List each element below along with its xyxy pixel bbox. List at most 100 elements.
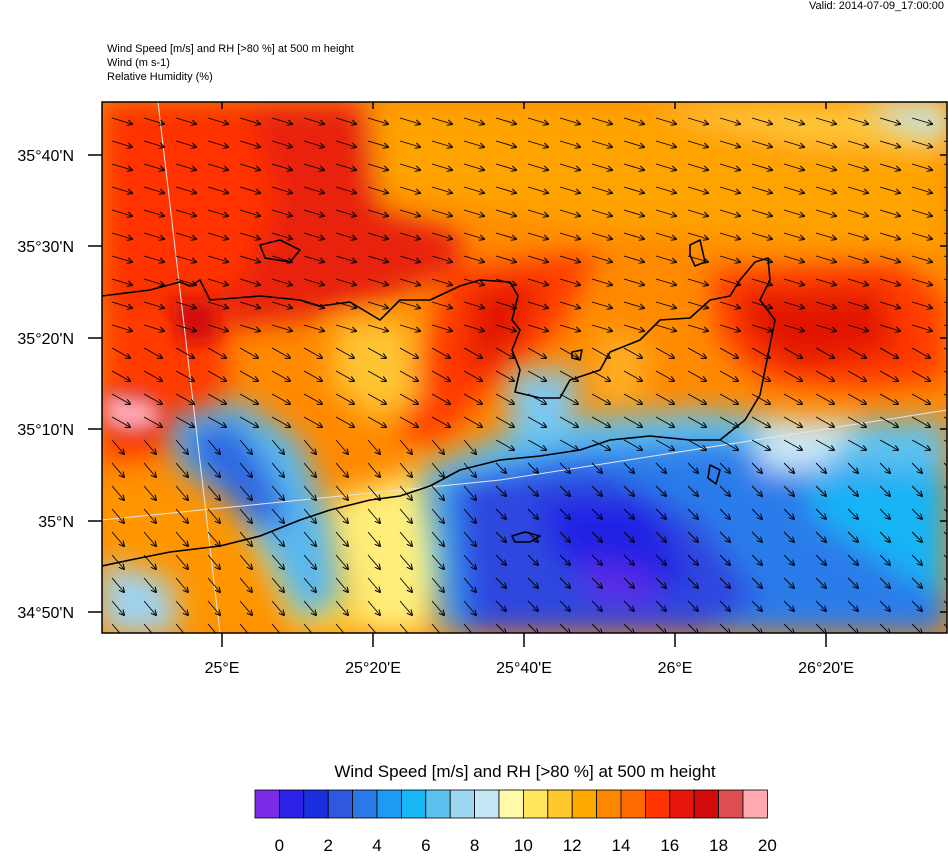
wind-arrow: [335, 485, 348, 500]
wind-arrow: [527, 117, 548, 124]
wind-arrow: [239, 623, 252, 633]
wind-arrow: [527, 600, 538, 611]
wind-arrow: [911, 324, 932, 331]
wind-arrow: [175, 117, 196, 124]
wind-arrow: [111, 347, 130, 358]
wind-arrow: [655, 301, 676, 308]
wind-arrow: [335, 163, 356, 170]
wind-arrow: [591, 209, 612, 216]
colorbar-swatch: [523, 789, 549, 819]
wind-arrow: [623, 439, 642, 450]
wind-arrow: [271, 163, 292, 170]
wind-arrow: [815, 324, 836, 331]
wind-arrow: [367, 347, 386, 358]
wind-arrow: [367, 439, 380, 454]
colorbar: [254, 789, 768, 819]
wind-arrow: [143, 232, 164, 239]
wind-arrow: [623, 462, 634, 473]
wind-arrow: [495, 140, 516, 147]
wind-arrow: [239, 140, 260, 147]
wind-arrow: [367, 462, 380, 477]
wind-arrow: [559, 324, 580, 331]
wind-arrow: [367, 301, 388, 308]
wind-arrow: [239, 393, 258, 404]
lat-label: 35°30'N: [17, 239, 74, 256]
wind-arrow: [367, 186, 388, 193]
wind-arrow: [431, 508, 444, 523]
wind-arrow: [591, 439, 610, 450]
wind-arrow: [783, 393, 802, 404]
wind-arrow: [911, 117, 932, 124]
wind-arrow: [367, 278, 388, 285]
wind-arrow: [303, 554, 316, 569]
colorbar-swatch: [498, 789, 524, 819]
wind-arrow: [335, 324, 356, 331]
wind-arrow: [879, 186, 900, 193]
colorbar-swatch: [278, 789, 305, 819]
wind-arrow: [303, 462, 316, 477]
wind-arrow: [847, 232, 868, 239]
wind-arrow: [239, 439, 252, 454]
wind-arrow: [591, 600, 602, 611]
wind-arrow: [911, 508, 922, 519]
colorbar-swatch: [352, 789, 378, 819]
wind-arrow: [175, 416, 194, 427]
wind-arrow: [431, 370, 450, 381]
wind-arrow: [239, 186, 260, 193]
wind-arrow: [623, 577, 634, 588]
wind-arrow: [399, 117, 420, 124]
wind-arrow: [879, 347, 898, 358]
wind-arrow: [399, 301, 420, 308]
wind-arrow: [559, 209, 580, 216]
wind-arrow: [719, 347, 738, 358]
wind-arrow: [719, 531, 730, 542]
wind-arrow: [847, 485, 858, 496]
wind-arrow: [687, 232, 708, 239]
wind-arrow: [143, 623, 156, 633]
wind-arrow: [783, 301, 804, 308]
wind-arrow: [111, 232, 132, 239]
wind-arrow: [175, 485, 188, 500]
wind-arrow: [879, 577, 890, 588]
wind-arrow: [655, 117, 676, 124]
wind-arrow: [943, 577, 947, 582]
wind-arrow: [431, 117, 452, 124]
wind-arrow: [271, 278, 292, 285]
wind-arrow: [719, 393, 738, 404]
wind-arrow: [783, 140, 804, 147]
wind-arrow: [303, 370, 322, 381]
wind-arrow: [815, 393, 834, 404]
wind-arrow: [687, 508, 698, 519]
wind-arrow: [559, 278, 580, 285]
colorbar-swatch: [742, 789, 768, 819]
wind-arrow: [495, 370, 514, 381]
wind-arrow: [143, 278, 164, 285]
wind-arrow: [207, 186, 228, 193]
wind-arrow: [783, 439, 802, 450]
wind-arrow: [111, 554, 124, 569]
wind-arrow: [687, 554, 698, 565]
wind-arrow: [143, 577, 156, 592]
wind-arrow: [527, 255, 548, 262]
wind-arrow: [175, 324, 196, 331]
wind-arrow: [399, 347, 418, 358]
wind-arrow: [303, 163, 324, 170]
wind-arrow: [847, 393, 866, 404]
wind-arrow: [303, 140, 324, 147]
wind-arrow: [367, 163, 388, 170]
wind-arrow: [303, 577, 316, 592]
wind-arrow: [751, 140, 772, 147]
wind-arrow: [815, 554, 826, 565]
wind-arrow: [783, 347, 802, 358]
wind-arrow: [847, 186, 868, 193]
wind-arrow: [879, 393, 898, 404]
wind-arrow: [591, 324, 612, 331]
wind-arrow: [463, 209, 484, 216]
wind-arrow: [623, 416, 642, 427]
wind-arrow: [303, 255, 324, 262]
wind-arrow: [463, 531, 476, 546]
wind-arrow: [815, 347, 834, 358]
wind-arrow: [847, 577, 858, 588]
wind-arrow: [335, 462, 348, 477]
wind-arrow: [399, 278, 420, 285]
